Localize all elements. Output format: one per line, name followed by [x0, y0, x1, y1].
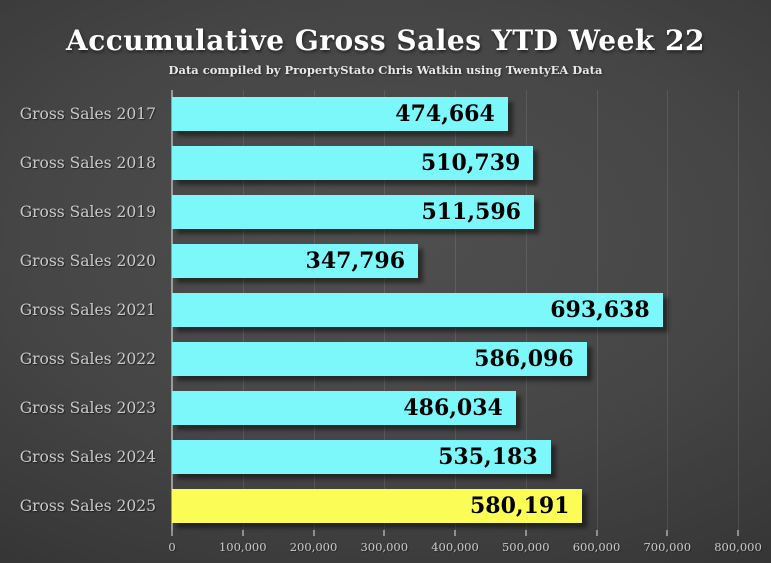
category-label: Gross Sales 2019: [19, 203, 156, 222]
bar: 510,739: [172, 146, 534, 181]
bar-value-label: 535,183: [438, 443, 538, 470]
bar: 486,034: [172, 390, 516, 425]
category-label: Gross Sales 2025: [19, 496, 156, 515]
category-label: Gross Sales 2017: [19, 105, 156, 124]
category-label: Gross Sales 2023: [19, 398, 156, 417]
bar: 347,796: [172, 244, 419, 279]
category-label: Gross Sales 2020: [19, 252, 156, 271]
bar-row: Gross Sales 2025 580,191: [20, 481, 738, 530]
axis-tick: [454, 530, 456, 536]
chart-subtitle: Data compiled by PropertyStato Chris Wat…: [168, 63, 603, 77]
category-label: Gross Sales 2021: [19, 301, 156, 319]
bar-row: Gross Sales 2022 586,096: [20, 334, 738, 383]
bar: 586,096: [172, 341, 587, 376]
bar-rows: Gross Sales 2017 474,664 Gross Sales 2018 5…: [20, 90, 738, 530]
bar-row: Gross Sales 2024 535,183: [20, 432, 738, 481]
axis-tick-label: 300,000: [360, 540, 409, 554]
bar: 693,638: [172, 293, 663, 327]
axis-tick-label: 200,000: [289, 540, 338, 554]
category-label: Gross Sales 2024: [19, 447, 156, 466]
axis-tick: [737, 530, 739, 536]
bar-value-label: 510,739: [420, 150, 521, 177]
bar-row: Gross Sales 2019 511,596: [20, 188, 738, 237]
bar-value-label: 474,664: [395, 101, 495, 128]
axis-tick: [171, 530, 173, 536]
bar: 511,596: [172, 195, 534, 230]
axis-tick: [595, 530, 598, 536]
bar: 474,664: [172, 97, 508, 132]
axis-tick-label: 800,000: [714, 540, 762, 554]
bar-row: Gross Sales 2017 474,664: [20, 90, 738, 139]
chart-title: Accumulative Gross Sales YTD Week 22: [65, 24, 706, 57]
bar-value-label: 586,096: [474, 345, 574, 372]
bar-highlighted: 580,191: [172, 488, 583, 523]
axis-tick-label: 0: [168, 540, 176, 554]
bar-value-label: 580,191: [469, 492, 570, 519]
axis-tick-label: 100,000: [218, 540, 267, 554]
plot-area: Gross Sales 2017 474,664 Gross Sales 2018 5…: [20, 90, 762, 554]
bar-value-label: 486,034: [403, 394, 503, 421]
axis-tick: [666, 530, 669, 536]
bar-row: Gross Sales 2021 693,638: [20, 286, 738, 335]
axis-tick-label: 400,000: [431, 540, 479, 554]
axis-tick: [241, 530, 244, 536]
bar-row: Gross Sales 2018 510,739: [20, 139, 738, 188]
x-axis: 0 100,000 200,000 300,000 400,000 500,000 600,…: [168, 530, 762, 560]
category-label: Gross Sales 2018: [19, 154, 156, 173]
bar-row: Gross Sales 2023 486,034: [20, 383, 738, 432]
category-label: Gross Sales 2022: [19, 349, 156, 368]
axis-tick: [312, 530, 315, 536]
bar-value-label: 693,638: [550, 297, 650, 323]
grid-line: [738, 90, 739, 534]
bar: 535,183: [172, 439, 551, 474]
bar-row: Gross Sales 2020 347,796: [20, 237, 738, 286]
bar-value-label: 511,596: [421, 199, 521, 226]
axis-tick-label: 600,000: [572, 540, 621, 554]
bar-value-label: 347,796: [305, 248, 406, 275]
axis-tick: [383, 530, 386, 536]
axis-tick: [524, 530, 527, 536]
axis-tick-label: 500,000: [501, 540, 550, 554]
axis-tick-label: 700,000: [643, 540, 692, 554]
